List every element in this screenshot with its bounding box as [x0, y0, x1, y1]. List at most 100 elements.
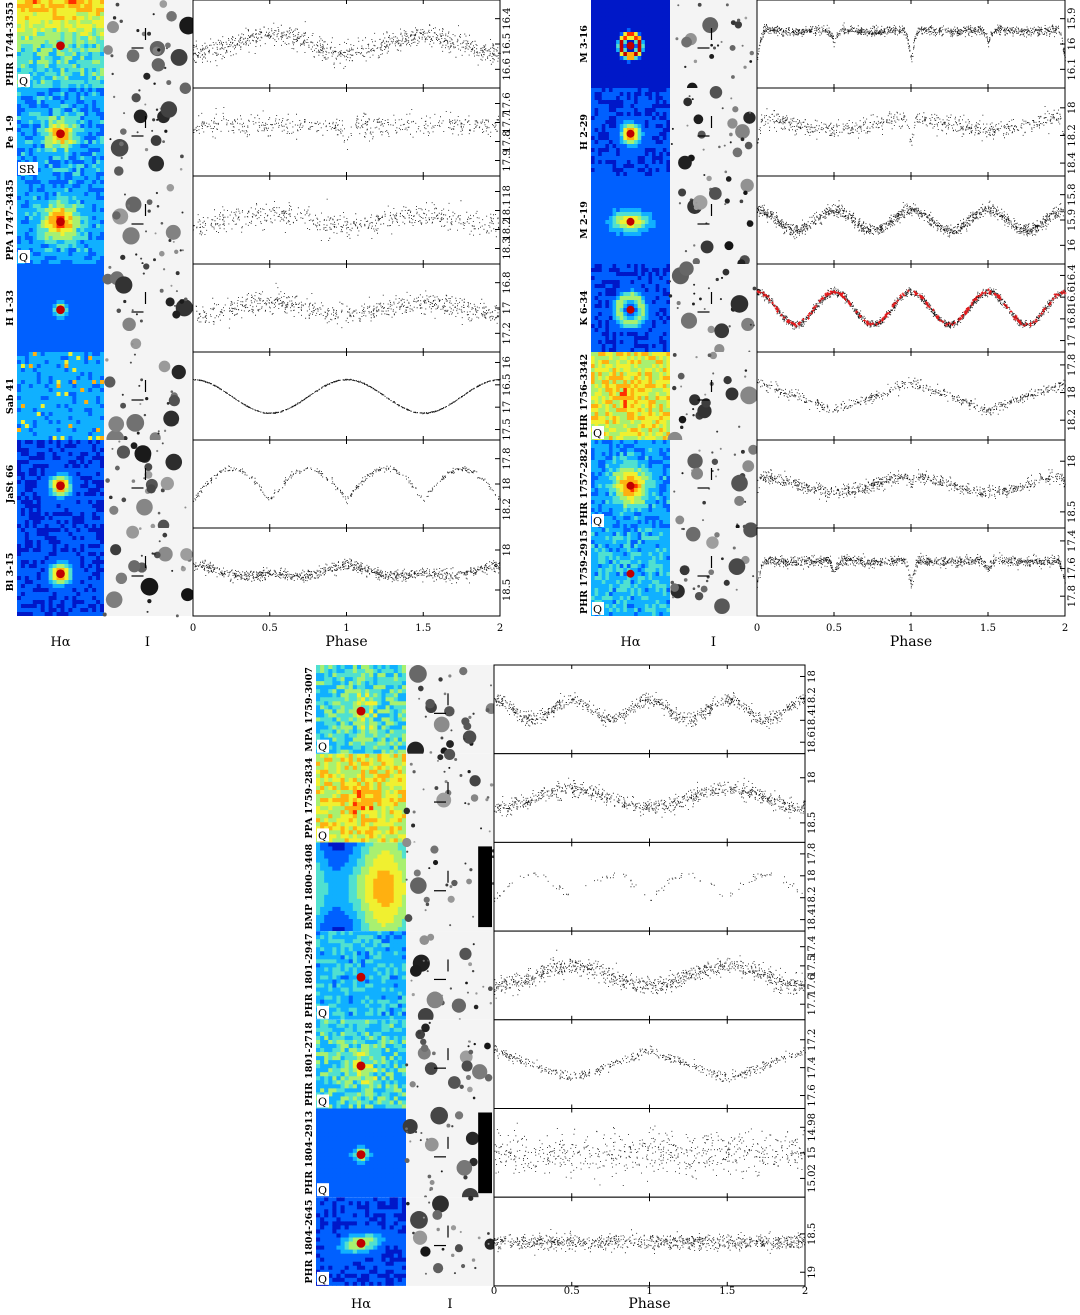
y-tick-label: 18.4	[807, 709, 818, 731]
object-name: PPA 1747-3435	[5, 179, 16, 260]
x-axis-label: Phase	[325, 634, 367, 650]
halpha-image: Q	[316, 1108, 406, 1198]
light-curve-points	[757, 106, 1066, 146]
i-band-image	[405, 1019, 494, 1109]
x-tick-label: 1	[646, 1286, 652, 1297]
y-tick-label: 17.8	[1067, 354, 1078, 376]
y-tick-label: 18.1	[502, 199, 513, 221]
i-band-image	[104, 82, 192, 176]
y-tick-label: 17.5	[502, 418, 513, 440]
object-row: Sab 41 16 16.5 17 17.5	[5, 351, 513, 448]
y-tick-label: 18.5	[1067, 501, 1078, 523]
y-tick-label: 16.5	[502, 374, 513, 396]
y-tick-label: 16.1	[1067, 58, 1078, 80]
halpha-image: Q	[316, 1019, 406, 1109]
light-curve-points	[494, 949, 806, 999]
i-band-image	[402, 1106, 494, 1205]
i-band-image	[406, 931, 494, 1024]
halpha-image	[17, 352, 104, 440]
object-name: M 2-19	[579, 201, 590, 239]
object-row: PHR 1744-3355 Q 16.4 16.5 16.6	[5, 0, 513, 89]
x-tick-label: 1	[908, 623, 914, 634]
object-row: M 2-19 15.8 15.9 16	[579, 175, 1078, 268]
y-tick-label: 18.2	[502, 218, 513, 240]
y-tick-label: 16	[1067, 239, 1078, 252]
y-tick-label: 17.8	[1067, 585, 1078, 607]
quality-badge: Q	[19, 75, 28, 88]
y-tick-label: 17.6	[502, 92, 513, 114]
halpha-column-label: Hα	[620, 635, 640, 650]
y-tick-label: 18.5	[807, 812, 818, 834]
i-band-image	[104, 352, 191, 448]
y-tick-label: 18.4	[807, 908, 818, 930]
y-tick-label: 14.98	[807, 1113, 818, 1142]
x-tick-label: 0	[754, 623, 760, 634]
y-tick-label: 16.8	[502, 272, 513, 294]
object-row: PHR 1804-2645 Q 18.5 19	[304, 1195, 818, 1287]
light-curve-points	[494, 692, 806, 729]
i-band-image	[670, 86, 757, 177]
quality-badge: Q	[318, 1007, 327, 1020]
y-tick-label: 18.2	[1067, 124, 1078, 146]
object-name: PHR 1804-2645	[304, 1199, 315, 1283]
y-tick-label: 18	[502, 478, 513, 491]
panel-top-right: M 3-16 15.9 16 16.1 H 2-29 18 18.2 18.4 M 2-19 15…	[579, 0, 1078, 650]
light-curve-points	[195, 282, 500, 329]
x-axis-label: Phase	[890, 634, 932, 650]
x-tick-label: 0.5	[826, 623, 842, 634]
y-tick-label: 17.4	[807, 936, 818, 958]
y-tick-label: 16.4	[502, 8, 513, 30]
object-name: PHR 1804-2913	[304, 1111, 315, 1195]
quality-badge: Q	[19, 251, 28, 264]
y-tick-label: 17.9	[502, 149, 513, 171]
object-row: H 2-29 18 18.2 18.4	[579, 86, 1078, 177]
y-tick-label: 16.8	[1067, 308, 1078, 330]
object-row: K 6-34 16.416.616.8 17	[579, 261, 1078, 355]
halpha-image	[591, 176, 670, 264]
halpha-image	[591, 0, 670, 88]
object-row: PHR 1756-3342 Q 17.8 18 18.2	[579, 351, 1078, 447]
y-tick-label: 16.6	[1067, 286, 1078, 308]
object-name: Bl 3-15	[5, 553, 16, 592]
i-band-image	[667, 351, 759, 447]
quality-badge: Q	[593, 515, 602, 528]
i-band-image	[402, 837, 496, 932]
y-tick-label: 18	[1067, 101, 1078, 114]
halpha-image: Q	[591, 440, 670, 528]
halpha-image: Q	[316, 931, 406, 1020]
quality-badge: Q	[318, 1096, 327, 1109]
halpha-image: Q	[316, 665, 406, 754]
y-tick-label: 15.02	[807, 1164, 818, 1193]
y-tick-label: 18	[807, 771, 818, 784]
x-tick-label: 0.5	[262, 623, 278, 634]
y-tick-label: 18	[1067, 386, 1078, 399]
y-tick-label: 17.2	[807, 1029, 818, 1051]
object-row: BMP 1800-3408 17.8 18 18.218.4	[304, 837, 818, 932]
y-tick-label: 18.3	[502, 237, 513, 259]
object-name: PHR 1757-2824	[579, 442, 590, 527]
object-row: PHR 1757-2824 Q 18 18.5	[579, 439, 1078, 529]
x-tick-label: 1	[343, 623, 349, 634]
object-row: Bl 3-15 18 18.5	[5, 525, 513, 618]
x-tick-label: 1.5	[415, 623, 431, 634]
y-tick-label: 17.8	[502, 448, 513, 470]
object-name: Pe 1-9	[5, 115, 16, 149]
y-tick-label: 18.2	[1067, 409, 1078, 431]
y-tick-label: 17.4	[807, 1057, 818, 1079]
x-tick-label: 0	[491, 1286, 497, 1297]
i-band-image	[104, 176, 191, 265]
y-tick-label: 17.8	[807, 843, 818, 865]
object-name: PPA 1759-2834	[304, 757, 315, 838]
y-tick-label: 16.4	[1067, 264, 1078, 286]
halpha-image	[316, 842, 406, 932]
y-tick-label: 17.6	[1067, 557, 1078, 579]
y-tick-label: 18	[502, 544, 513, 557]
object-name: H 1-33	[5, 290, 16, 326]
halpha-image: Q	[17, 176, 104, 264]
object-name: MPA 1759-3007	[304, 667, 315, 751]
y-tick-label: 18	[807, 670, 818, 683]
quality-badge: Q	[593, 427, 602, 440]
i-column-label: I	[447, 1297, 452, 1312]
